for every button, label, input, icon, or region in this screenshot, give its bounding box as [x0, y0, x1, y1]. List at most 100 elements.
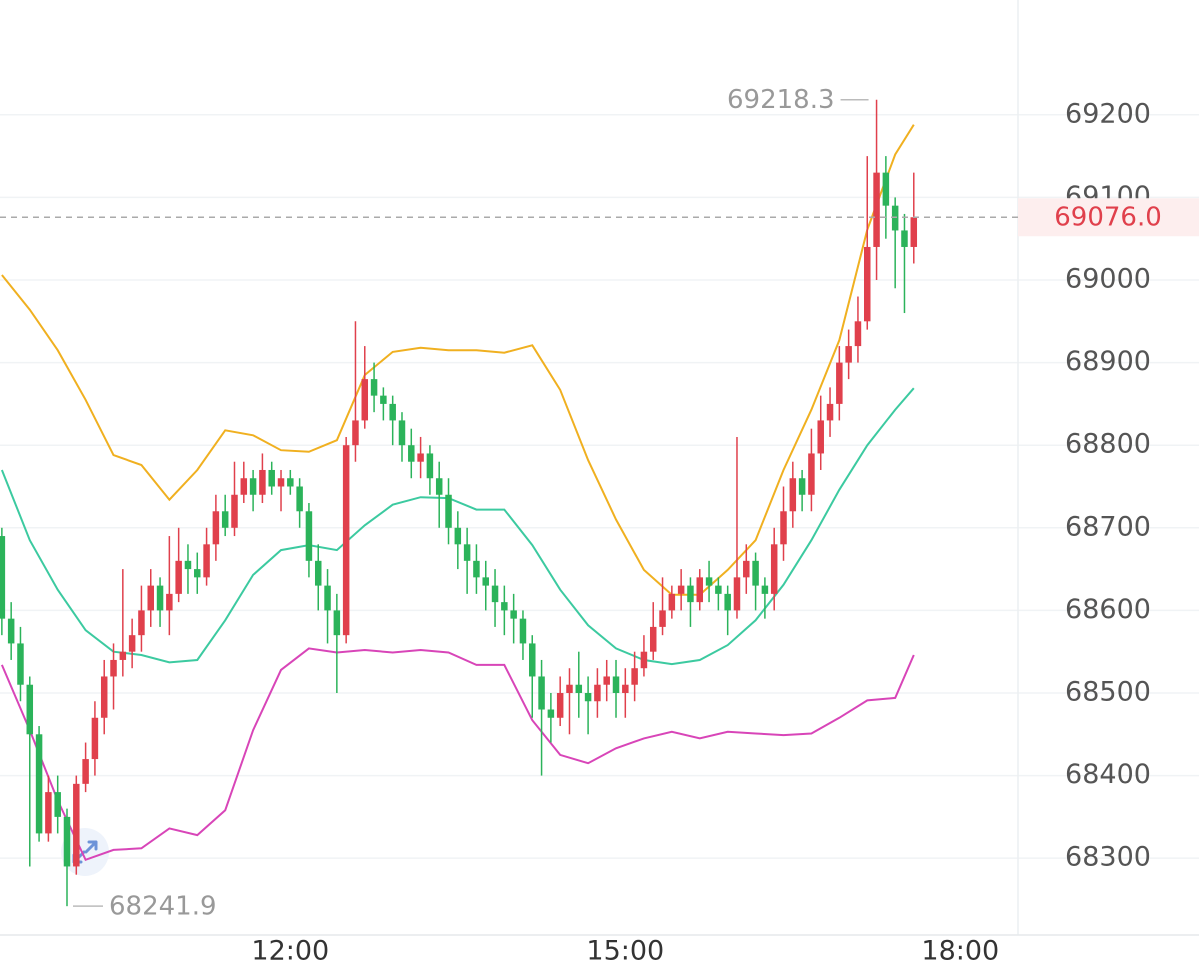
candle-body: [556, 692, 564, 718]
y-tick-label: 68400: [1065, 759, 1151, 790]
candle-body: [798, 478, 806, 495]
candle-body: [100, 676, 108, 718]
candle-body: [901, 230, 908, 247]
candle-body: [175, 560, 182, 594]
candle-body: [277, 478, 285, 487]
candle-body: [873, 172, 880, 247]
candle-body: [845, 346, 852, 363]
candle-body: [333, 610, 341, 636]
candle-body: [603, 676, 610, 685]
candle-body: [529, 643, 536, 677]
candle-body: [780, 511, 787, 545]
candle-body: [854, 321, 862, 347]
candle-body: [566, 684, 573, 693]
candle-body: [705, 577, 713, 586]
candle-body: [166, 593, 173, 611]
candle-body: [631, 668, 638, 685]
candle-body: [370, 379, 378, 396]
candle-body: [752, 560, 759, 586]
candle-body: [212, 511, 220, 545]
candle-body: [342, 445, 350, 636]
candle-body: [110, 659, 117, 677]
candle-body: [398, 420, 406, 446]
candle-body: [836, 362, 843, 404]
candle-body: [584, 692, 592, 702]
candle-body: [575, 684, 583, 693]
candle-body: [259, 469, 266, 495]
candle-body: [538, 676, 545, 710]
candle-body: [491, 585, 499, 603]
candle-body: [352, 420, 359, 446]
candle-body: [221, 511, 229, 528]
candle-body: [91, 717, 99, 760]
candle-body: [910, 217, 918, 247]
candle-body: [715, 585, 722, 594]
candle-body: [128, 635, 136, 652]
candle-body: [156, 585, 164, 611]
candle-body: [612, 676, 620, 693]
candle-body: [287, 478, 294, 487]
candle-body: [649, 626, 657, 652]
candle-body: [743, 560, 750, 578]
candle-body: [417, 453, 424, 462]
candle-body: [677, 585, 685, 594]
grid: [0, 114, 1199, 859]
band-line: [1, 124, 915, 596]
candle-body: [194, 569, 201, 578]
candle-body: [305, 511, 313, 561]
candle-body: [138, 610, 145, 636]
candle-body: [770, 544, 778, 594]
candle-body: [473, 560, 480, 578]
candle-body: [63, 816, 71, 867]
candle-body: [82, 759, 89, 784]
candle-body: [817, 420, 824, 454]
y-tick-label: 69000: [1065, 264, 1151, 295]
y-tick-label: 68900: [1065, 346, 1151, 377]
candle-body: [733, 577, 741, 611]
max-label: 69218.3: [727, 85, 835, 115]
candle-body: [26, 684, 34, 735]
y-tick-label: 68700: [1065, 511, 1151, 542]
candle-body: [35, 734, 43, 834]
candle-body: [808, 453, 815, 495]
candle-body: [147, 585, 154, 611]
candle-body: [882, 172, 890, 206]
candle-body: [0, 536, 6, 619]
candle-body: [240, 478, 248, 495]
candle-body: [435, 478, 443, 495]
candle-body: [510, 610, 517, 619]
candle-body: [454, 527, 462, 545]
candle-body: [45, 792, 52, 834]
x-tick-label: 12:00: [251, 936, 329, 967]
candle-body: [389, 403, 396, 421]
candle-body: [519, 618, 527, 644]
candle-body: [501, 602, 508, 611]
candle-body: [668, 593, 676, 611]
band-line: [0, 387, 915, 666]
candle-body: [314, 560, 322, 586]
y-tick-label: 68800: [1065, 429, 1151, 460]
candle-body: [268, 469, 275, 487]
candle-body: [380, 395, 387, 404]
candle-body: [73, 783, 80, 867]
last-price-label: 69076.0: [1054, 203, 1162, 233]
candle-body: [724, 593, 731, 611]
candle-body: [659, 610, 666, 627]
candle-body: [203, 544, 210, 578]
min-label: 68241.9: [109, 892, 217, 922]
candle-body: [324, 585, 331, 611]
candle-body: [891, 205, 899, 231]
candle-body: [594, 684, 601, 702]
candle-body: [789, 478, 797, 512]
candle-body: [361, 379, 369, 421]
candle-body: [687, 585, 694, 603]
candle-body: [231, 494, 238, 528]
candle-body: [54, 792, 61, 817]
candle-body: [826, 403, 834, 421]
candle-body: [864, 246, 871, 322]
candle-body: [445, 494, 452, 528]
last-price-bg: [1018, 198, 1199, 237]
y-tick-label: 69200: [1065, 98, 1151, 129]
